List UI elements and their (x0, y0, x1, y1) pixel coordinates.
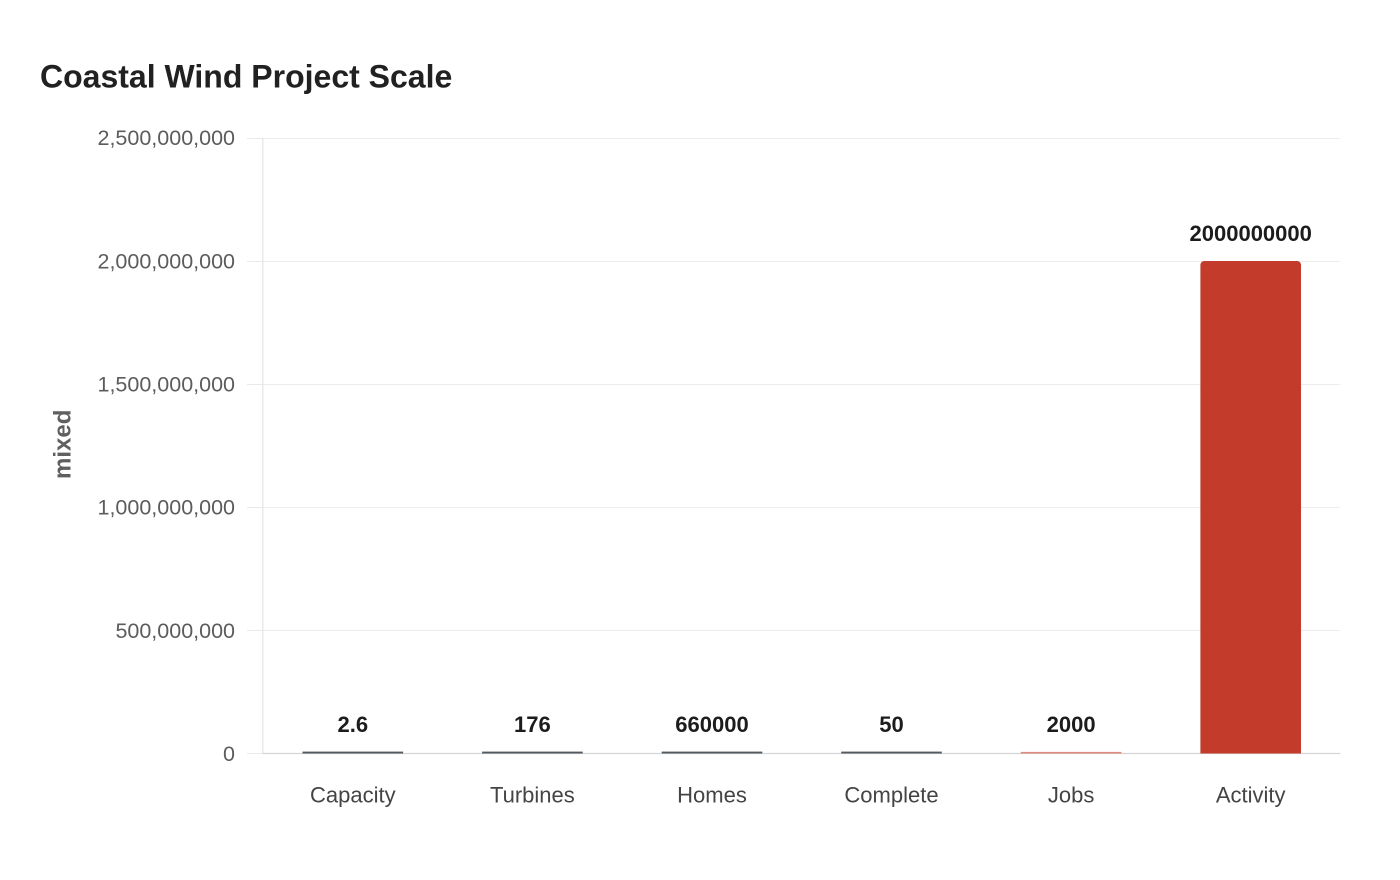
svg-text:1,500,000,000: 1,500,000,000 (98, 373, 236, 397)
svg-text:176: 176 (514, 712, 551, 737)
svg-text:2000000000: 2000000000 (1190, 221, 1312, 246)
svg-text:Homes: Homes (677, 782, 747, 807)
svg-text:Jobs: Jobs (1048, 782, 1094, 807)
svg-text:2,500,000,000: 2,500,000,000 (98, 126, 236, 150)
svg-text:660000: 660000 (675, 712, 748, 737)
svg-text:2000: 2000 (1047, 712, 1096, 737)
svg-text:Complete: Complete (844, 782, 938, 807)
svg-text:Activity: Activity (1216, 782, 1286, 807)
svg-text:Capacity: Capacity (310, 782, 396, 807)
svg-text:Turbines: Turbines (490, 782, 575, 807)
svg-text:500,000,000: 500,000,000 (115, 619, 235, 643)
svg-text:Coastal Wind Project Scale: Coastal Wind Project Scale (40, 58, 452, 94)
svg-text:2.6: 2.6 (338, 712, 369, 737)
svg-text:0: 0 (223, 742, 235, 766)
svg-text:2,000,000,000: 2,000,000,000 (98, 249, 236, 273)
svg-text:1,000,000,000: 1,000,000,000 (98, 496, 236, 520)
svg-text:50: 50 (879, 712, 903, 737)
svg-text:mixed: mixed (50, 410, 77, 479)
